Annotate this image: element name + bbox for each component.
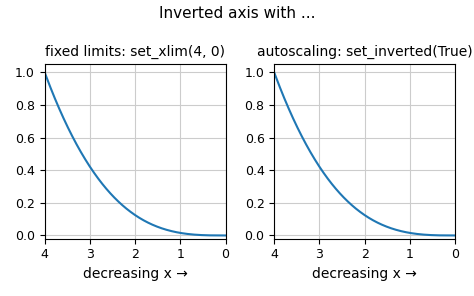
Text: Inverted axis with ...: Inverted axis with ... bbox=[159, 6, 315, 21]
X-axis label: decreasing x →: decreasing x → bbox=[312, 267, 417, 281]
Title: fixed limits: set_xlim(4, 0): fixed limits: set_xlim(4, 0) bbox=[45, 45, 225, 59]
Title: autoscaling: set_inverted(True): autoscaling: set_inverted(True) bbox=[257, 45, 473, 59]
X-axis label: decreasing x →: decreasing x → bbox=[82, 267, 188, 281]
